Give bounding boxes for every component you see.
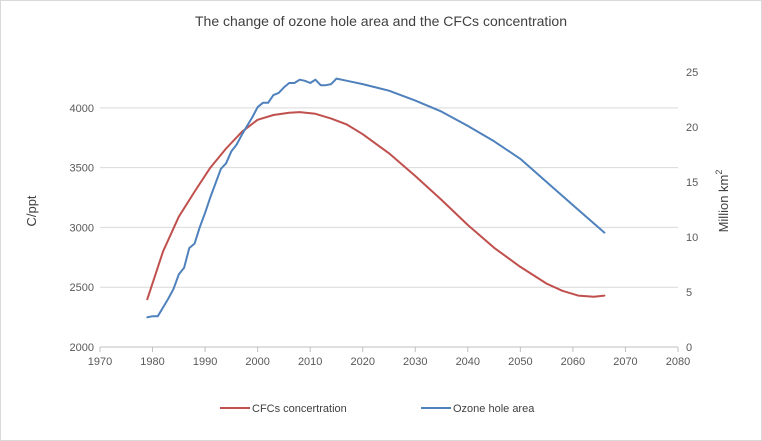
y-right-tick-15: 15 <box>686 177 698 189</box>
x-tick-1970: 1970 <box>88 356 112 368</box>
legend: CFCs concertration Ozone hole area <box>220 403 535 415</box>
y-left-tick-2000: 2000 <box>70 342 94 354</box>
y-right-tick-0: 0 <box>686 342 692 354</box>
x-tick-2020: 2020 <box>350 356 374 368</box>
x-tick-1980: 1980 <box>140 356 164 368</box>
y-right-tick-25: 25 <box>686 67 698 79</box>
y-axis-left-title: C/ppt <box>24 195 39 226</box>
y-left-tick-3000: 3000 <box>70 222 94 234</box>
chart-title: The change of ozone hole area and the CF… <box>195 13 567 29</box>
y-right-tick-10: 10 <box>686 232 698 244</box>
y-axis-right-title-superscript: 2 <box>714 170 724 175</box>
x-tick-2010: 2010 <box>298 356 322 368</box>
x-tick-2080: 2080 <box>666 356 690 368</box>
y-left-tick-3500: 3500 <box>70 163 94 175</box>
y-left-tick-4000: 4000 <box>70 103 94 115</box>
gridlines <box>100 107 678 288</box>
y-right-tick-5: 5 <box>686 287 692 299</box>
x-tick-2050: 2050 <box>508 356 532 368</box>
series-line-1 <box>146 111 606 301</box>
x-tick-1990: 1990 <box>193 356 217 368</box>
legend-label-2: Ozone hole area <box>453 403 535 415</box>
x-tick-2040: 2040 <box>456 356 480 368</box>
series-lines <box>146 77 606 319</box>
y-axis-right-title: Million km2 <box>714 170 731 233</box>
x-tick-2070: 2070 <box>613 356 637 368</box>
axes: 2000 2500 3000 3500 4000 0 5 10 15 20 25 1970 1980 19… <box>70 67 699 368</box>
legend-label-1: CFCs concertration <box>252 403 347 415</box>
y-right-tick-20: 20 <box>686 122 698 134</box>
x-tick-2030: 2030 <box>403 356 427 368</box>
y-left-tick-2500: 2500 <box>70 282 94 294</box>
series-line-2 <box>146 77 606 319</box>
y-axis-right-title-base: Million km <box>716 175 731 233</box>
x-tick-2060: 2060 <box>561 356 585 368</box>
x-tick-2000: 2000 <box>245 356 269 368</box>
